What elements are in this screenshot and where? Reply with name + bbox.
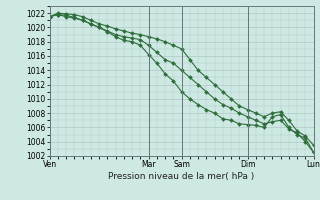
X-axis label: Pression niveau de la mer( hPa ): Pression niveau de la mer( hPa )	[108, 172, 255, 181]
